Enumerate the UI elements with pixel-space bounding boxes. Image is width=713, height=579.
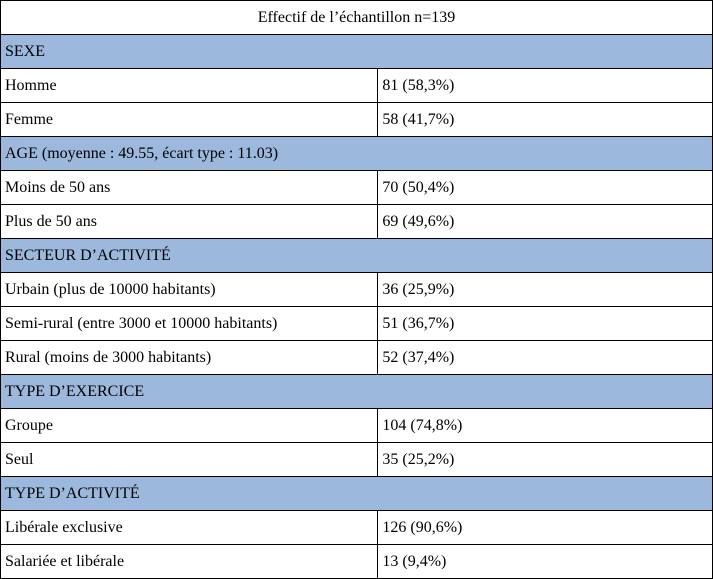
row-label: Urbain (plus de 10000 habitants) — [1, 273, 378, 307]
section-header: SEXE — [1, 35, 713, 69]
table-row: Homme 81 (58,3%) — [1, 69, 713, 103]
table-title-row: Effectif de l’échantillon n=139 — [1, 1, 713, 35]
row-value: 70 (50,4%) — [378, 171, 713, 205]
section-header: SECTEUR D’ACTIVITÉ — [1, 239, 713, 273]
section-header-row: AGE (moyenne : 49.55, écart type : 11.03… — [1, 137, 713, 171]
table-row: Semi-rural (entre 3000 et 10000 habitant… — [1, 307, 713, 341]
table-row: Seul 35 (25,2%) — [1, 443, 713, 477]
section-header: TYPE D’ACTIVITÉ — [1, 477, 713, 511]
row-label: Plus de 50 ans — [1, 205, 378, 239]
row-label: Libérale exclusive — [1, 511, 378, 545]
row-label: Moins de 50 ans — [1, 171, 378, 205]
row-label: Seul — [1, 443, 378, 477]
table-row: Rural (moins de 3000 habitants) 52 (37,4… — [1, 341, 713, 375]
row-label: Homme — [1, 69, 378, 103]
row-value: 36 (25,9%) — [378, 273, 713, 307]
row-value: 58 (41,7%) — [378, 103, 713, 137]
row-value: 51 (36,7%) — [378, 307, 713, 341]
row-label: Groupe — [1, 409, 378, 443]
section-header-row: SECTEUR D’ACTIVITÉ — [1, 239, 713, 273]
row-value: 13 (9,4%) — [378, 545, 713, 579]
section-header-row: TYPE D’EXERCICE — [1, 375, 713, 409]
table-title: Effectif de l’échantillon n=139 — [1, 1, 713, 35]
table-row: Groupe 104 (74,8%) — [1, 409, 713, 443]
row-label: Femme — [1, 103, 378, 137]
table-row: Libérale exclusive 126 (90,6%) — [1, 511, 713, 545]
table-row: Urbain (plus de 10000 habitants) 36 (25,… — [1, 273, 713, 307]
row-label: Salariée et libérale — [1, 545, 378, 579]
row-value: 69 (49,6%) — [378, 205, 713, 239]
table-row: Femme 58 (41,7%) — [1, 103, 713, 137]
table-row: Moins de 50 ans 70 (50,4%) — [1, 171, 713, 205]
section-header: AGE (moyenne : 49.55, écart type : 11.03… — [1, 137, 713, 171]
row-value: 52 (37,4%) — [378, 341, 713, 375]
row-value: 81 (58,3%) — [378, 69, 713, 103]
row-value: 126 (90,6%) — [378, 511, 713, 545]
demographics-table: Effectif de l’échantillon n=139 SEXE Hom… — [0, 0, 713, 579]
row-label: Rural (moins de 3000 habitants) — [1, 341, 378, 375]
row-value: 35 (25,2%) — [378, 443, 713, 477]
table-row: Salariée et libérale 13 (9,4%) — [1, 545, 713, 579]
table-row: Plus de 50 ans 69 (49,6%) — [1, 205, 713, 239]
row-value: 104 (74,8%) — [378, 409, 713, 443]
section-header: TYPE D’EXERCICE — [1, 375, 713, 409]
section-header-row: TYPE D’ACTIVITÉ — [1, 477, 713, 511]
table-container: Effectif de l’échantillon n=139 SEXE Hom… — [0, 0, 713, 579]
row-label: Semi-rural (entre 3000 et 10000 habitant… — [1, 307, 378, 341]
section-header-row: SEXE — [1, 35, 713, 69]
